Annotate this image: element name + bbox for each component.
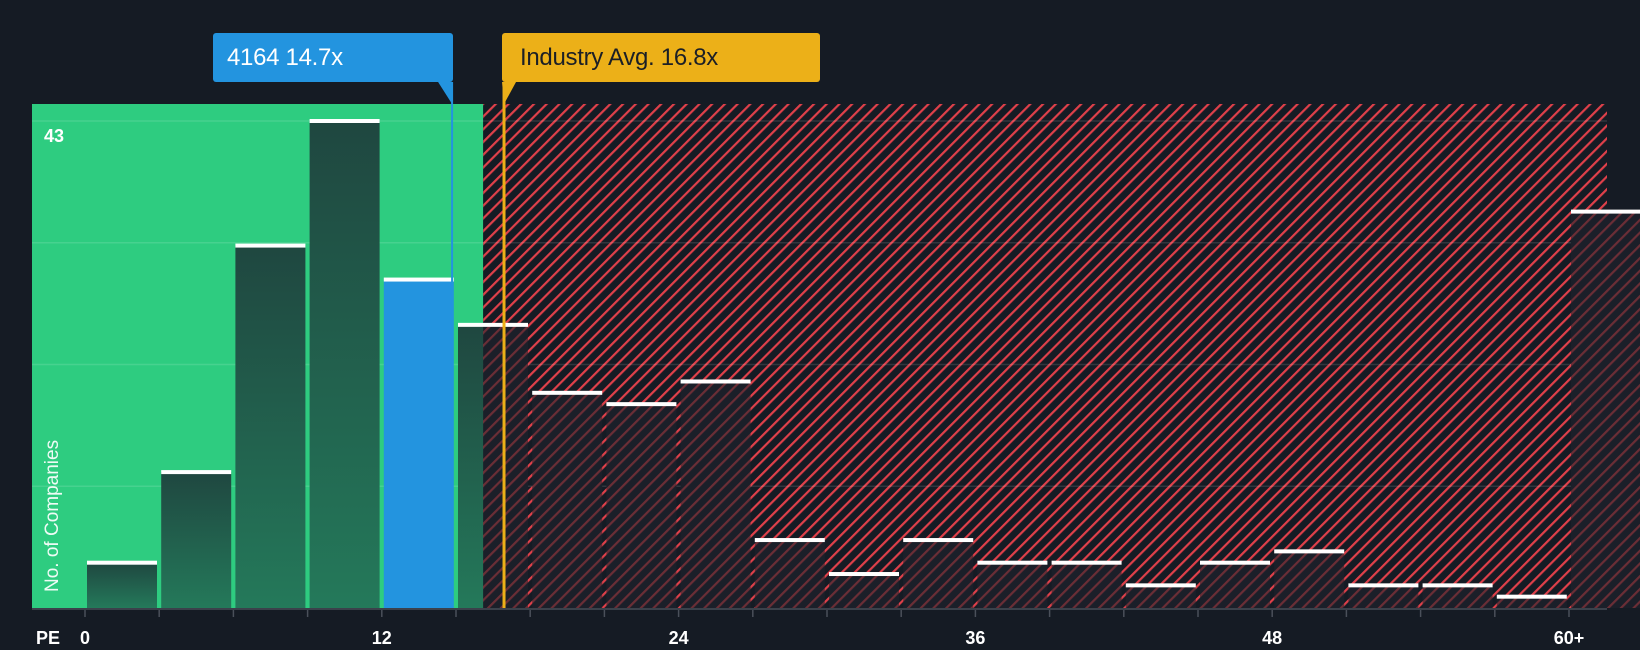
histogram-bar (309, 119, 380, 608)
histogram-bar (680, 379, 751, 608)
x-axis-title: PE (36, 628, 61, 648)
x-tick-label: 48 (1262, 628, 1283, 648)
industry-avg-callout: Industry Avg. 16.8x (502, 33, 820, 82)
y-axis-title: No. of Companies (42, 439, 63, 592)
bar-cap (1200, 560, 1270, 565)
bar-cap (977, 560, 1048, 565)
bar-cap (829, 572, 899, 577)
x-tick-label: 36 (965, 628, 986, 648)
bar-cap (458, 322, 528, 327)
bar-cap (903, 538, 974, 543)
histogram-bar (1051, 560, 1122, 608)
histogram-bar (383, 277, 454, 608)
bar-cap (235, 243, 306, 248)
bar-cap (754, 538, 825, 543)
bar-cap (680, 379, 751, 384)
histogram-bar (1200, 560, 1270, 608)
bar-cap (1051, 560, 1122, 565)
histogram-bar (829, 572, 899, 608)
bar-cap (1571, 209, 1640, 214)
x-tick-label: 60+ (1553, 628, 1585, 648)
bar-cap (1125, 583, 1196, 588)
histogram-bar (161, 470, 232, 608)
bar-cap (532, 390, 603, 395)
histogram-bar (532, 390, 603, 608)
bar-cap (606, 402, 677, 407)
x-tick-label: 12 (371, 628, 392, 648)
bar-cap (161, 470, 232, 475)
histogram-bar (903, 538, 974, 608)
company-callout-pointer (438, 82, 453, 104)
histogram-bar (235, 243, 306, 608)
y-axis-max-label: 43 (44, 126, 65, 146)
histogram-bar (1274, 549, 1345, 608)
bar-cap (87, 560, 157, 565)
x-tick-label: 24 (668, 628, 689, 648)
histogram-bar (458, 322, 528, 608)
bar-cap (1348, 583, 1419, 588)
histogram-bar (977, 560, 1048, 608)
histogram-bar (1125, 583, 1196, 608)
histogram-bar (1348, 583, 1419, 608)
company-pe-callout: 4164 14.7x (213, 33, 453, 82)
industry-callout-pointer (502, 82, 517, 104)
histogram-bar (1422, 583, 1493, 608)
histogram-bar (606, 402, 677, 608)
bar-cap (1274, 549, 1345, 554)
bar-cap (383, 277, 454, 282)
bar-cap (309, 119, 380, 123)
histogram-bar (1496, 594, 1567, 608)
histogram-bar (1571, 209, 1640, 608)
x-tick-label: 0 (79, 628, 91, 648)
bar-cap (1496, 594, 1567, 599)
histogram-bar (754, 538, 825, 608)
histogram-bar (87, 560, 157, 608)
bar-cap (1422, 583, 1493, 588)
